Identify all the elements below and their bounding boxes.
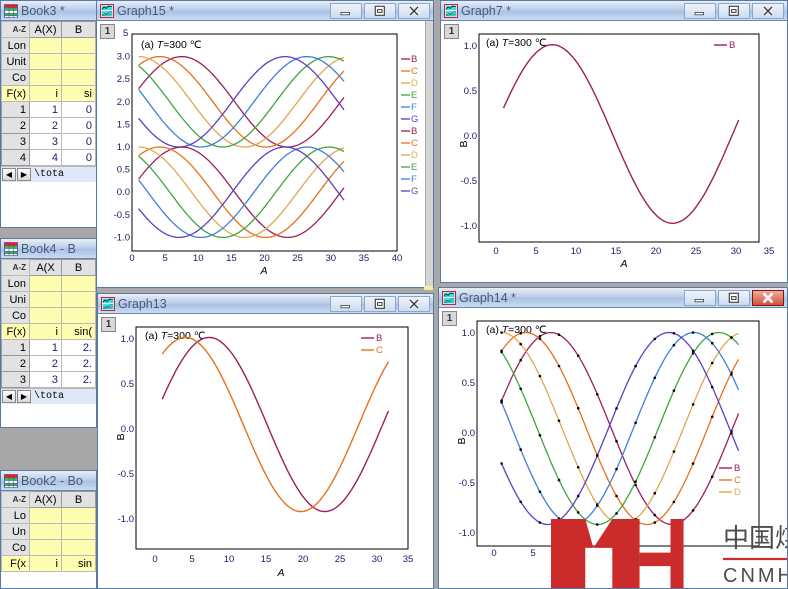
svg-text:25: 25 [292,253,303,264]
svg-text:B: B [457,437,468,444]
svg-text:B: B [729,40,735,51]
svg-text:A: A [259,265,267,277]
svg-text:10: 10 [224,554,235,565]
svg-text:C: C [376,345,383,356]
svg-text:1.0: 1.0 [462,328,475,339]
svg-text:F: F [411,102,417,113]
svg-text:B: B [734,463,740,474]
svg-text:0.0: 0.0 [464,131,477,142]
svg-text:5: 5 [533,246,538,257]
svg-text:25: 25 [335,554,346,565]
svg-text:5: 5 [530,548,535,559]
svg-text:-1.0: -1.0 [114,232,130,243]
svg-text:B: B [411,126,417,137]
svg-text:0: 0 [129,253,134,264]
svg-text:40: 40 [392,253,403,264]
svg-text:B: B [376,333,382,344]
svg-text:35: 35 [403,554,414,565]
svg-text:-0.5: -0.5 [459,478,475,489]
svg-text:15: 15 [611,246,622,257]
svg-text:B: B [116,433,127,440]
svg-text:-1.0: -1.0 [118,514,134,525]
svg-text:D: D [734,487,741,498]
svg-text:0.0: 0.0 [117,187,130,198]
svg-text:G: G [411,114,418,125]
svg-text:20: 20 [259,253,270,264]
svg-text:20: 20 [298,554,309,565]
svg-text:20: 20 [651,246,662,257]
svg-text:-1.0: -1.0 [461,221,477,232]
svg-text:D: D [411,150,418,161]
svg-text:2.5: 2.5 [117,74,130,85]
svg-text:5: 5 [123,28,128,39]
svg-text:3.0: 3.0 [117,52,130,63]
svg-text:B: B [411,54,417,65]
svg-text:CNMHG: CNMHG [723,565,788,587]
svg-text:E: E [411,162,417,173]
svg-text:5: 5 [189,554,194,565]
svg-text:(a) T=300 ℃: (a) T=300 ℃ [486,324,547,336]
svg-text:C: C [411,138,418,149]
svg-text:5: 5 [162,253,167,264]
svg-text:30: 30 [731,246,742,257]
svg-text:(a) T=300 ℃: (a) T=300 ℃ [486,37,547,49]
svg-text:15: 15 [226,253,237,264]
svg-text:E: E [411,90,417,101]
svg-text:0.5: 0.5 [117,165,130,176]
svg-text:2.0: 2.0 [117,97,130,108]
svg-text:-1.0: -1.0 [459,528,475,539]
svg-text:中国煤化工: 中国煤化工 [723,523,788,553]
svg-text:35: 35 [359,253,370,264]
svg-text:0.0: 0.0 [121,424,134,435]
svg-text:35: 35 [764,246,775,257]
svg-text:D: D [411,78,418,89]
svg-text:0.5: 0.5 [464,86,477,97]
svg-text:C: C [411,66,418,77]
svg-text:1.0: 1.0 [117,142,130,153]
svg-text:A: A [276,567,284,579]
svg-text:0: 0 [491,548,496,559]
svg-text:-0.5: -0.5 [461,176,477,187]
svg-text:30: 30 [372,554,383,565]
svg-text:15: 15 [261,554,272,565]
svg-text:0.5: 0.5 [121,379,134,390]
svg-text:30: 30 [326,253,337,264]
svg-text:B: B [459,140,470,147]
svg-text:0.5: 0.5 [462,378,475,389]
svg-text:1.5: 1.5 [117,119,130,130]
svg-text:1.0: 1.0 [121,334,134,345]
svg-text:G: G [411,186,418,197]
svg-text:(a) T=300 ℃: (a) T=300 ℃ [141,39,202,51]
svg-text:0.0: 0.0 [462,428,475,439]
svg-text:C: C [734,475,741,486]
svg-text:-0.5: -0.5 [114,210,130,221]
svg-text:1.0: 1.0 [464,41,477,52]
svg-text:F: F [411,174,417,185]
svg-text:A: A [619,258,627,270]
svg-text:25: 25 [691,246,702,257]
svg-text:10: 10 [571,246,582,257]
svg-text:0: 0 [493,246,498,257]
svg-text:10: 10 [193,253,204,264]
svg-text:0: 0 [152,554,157,565]
svg-text:-0.5: -0.5 [118,469,134,480]
